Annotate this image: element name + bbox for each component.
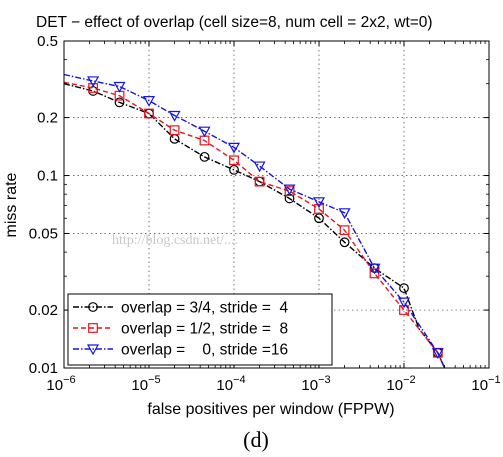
data-point bbox=[284, 186, 295, 197]
y-tick-labels: 0.01 0.02 0.05 0.1 0.2 0.5 bbox=[29, 33, 58, 377]
legend-marker bbox=[88, 323, 98, 333]
y-tick-label: 0.1 bbox=[37, 168, 58, 185]
data-point bbox=[283, 184, 296, 196]
chart-title: DET − effect of overlap (cell size=8, nu… bbox=[36, 14, 433, 31]
series-3 bbox=[63, 73, 446, 369]
data-point bbox=[169, 125, 180, 136]
x-tick-label: 10−5 bbox=[131, 374, 160, 394]
legend-marker bbox=[88, 302, 98, 312]
y-tick-label: 0.01 bbox=[29, 360, 58, 377]
x-tick-label: 10−6 bbox=[46, 374, 75, 394]
data-point bbox=[168, 110, 181, 122]
x-tick-label: 10−4 bbox=[216, 374, 245, 394]
legend-entry: overlap = 3/4, stride = 4 bbox=[73, 300, 289, 317]
y-tick-label: 0.02 bbox=[29, 302, 58, 319]
series-line bbox=[63, 81, 446, 369]
legend-entry: overlap = 1/2, stride = 8 bbox=[73, 321, 288, 338]
x-tick-labels: 10−6 10−5 10−4 10−3 10−2 10−1 bbox=[46, 374, 500, 394]
x-tick-label: 10−2 bbox=[386, 374, 415, 394]
data-point bbox=[314, 204, 324, 214]
data-point bbox=[229, 164, 239, 175]
data-point bbox=[314, 213, 324, 224]
data-point bbox=[431, 348, 444, 359]
series-layer bbox=[63, 73, 446, 369]
series-line bbox=[63, 83, 446, 369]
legend-label: overlap = 3/4, stride = 4 bbox=[121, 300, 289, 317]
y-tick-label: 0.2 bbox=[37, 110, 58, 127]
axis-ticks bbox=[63, 40, 490, 369]
watermark: http://blog.csdn.net/.... bbox=[112, 233, 238, 248]
data-point bbox=[199, 151, 210, 162]
data-point bbox=[368, 263, 381, 275]
data-point bbox=[397, 297, 411, 309]
data-point bbox=[114, 97, 125, 108]
x-axis-label: false positives per window (FPPW) bbox=[147, 401, 394, 418]
legend-box bbox=[67, 293, 333, 366]
data-point bbox=[113, 81, 126, 93]
data-point bbox=[87, 76, 100, 88]
data-point bbox=[312, 197, 326, 209]
data-point bbox=[254, 176, 265, 187]
data-point bbox=[338, 208, 351, 220]
data-point bbox=[142, 96, 156, 107]
figure-caption: (d) bbox=[243, 427, 269, 452]
data-point bbox=[198, 126, 211, 138]
data-point bbox=[339, 225, 350, 236]
x-tick-label: 10−1 bbox=[471, 374, 500, 394]
data-point bbox=[339, 237, 350, 248]
legend-label: overlap = 0, stride =16 bbox=[121, 342, 288, 359]
y-tick-label: 0.05 bbox=[29, 225, 58, 242]
data-point bbox=[253, 161, 266, 173]
x-tick-label: 10−3 bbox=[301, 374, 330, 394]
legend: overlap = 3/4, stride = 4 overlap = 1/2, … bbox=[67, 293, 333, 366]
data-point bbox=[399, 305, 409, 315]
legend-marker bbox=[86, 344, 100, 356]
legend-label: overlap = 1/2, stride = 8 bbox=[121, 321, 288, 338]
data-point bbox=[144, 108, 154, 119]
data-point bbox=[88, 83, 99, 93]
data-point bbox=[227, 142, 241, 154]
data-point bbox=[229, 155, 239, 166]
data-point bbox=[399, 283, 409, 294]
plot-frame bbox=[63, 40, 490, 369]
legend-entry: overlap = 0, stride =16 bbox=[73, 342, 288, 359]
y-axis-label: miss rate bbox=[3, 172, 20, 237]
y-tick-label: 0.5 bbox=[37, 33, 58, 50]
